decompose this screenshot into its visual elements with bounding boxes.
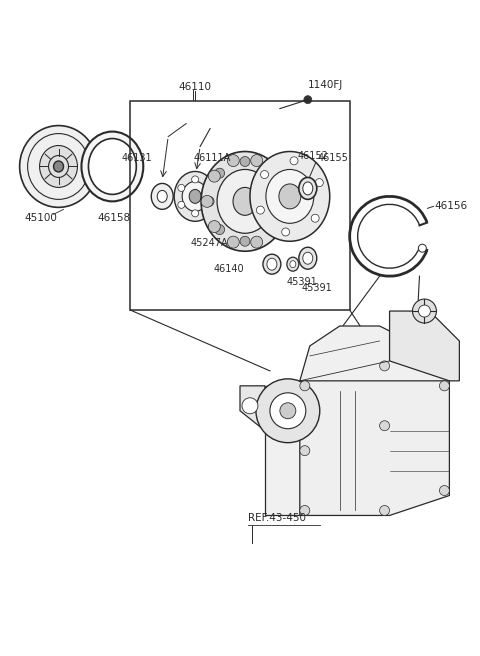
Ellipse shape [303,252,313,264]
Circle shape [256,379,320,443]
Circle shape [412,299,436,323]
Ellipse shape [287,257,299,271]
Circle shape [380,361,390,371]
Circle shape [265,168,276,178]
Circle shape [251,155,263,167]
Ellipse shape [54,161,63,172]
Circle shape [280,403,296,419]
Circle shape [192,176,199,183]
Circle shape [178,184,185,192]
Ellipse shape [290,260,296,268]
Circle shape [265,224,276,235]
Ellipse shape [174,171,216,221]
Polygon shape [265,386,300,516]
Text: 46155: 46155 [318,154,348,163]
Text: 46131: 46131 [121,154,152,163]
Ellipse shape [20,125,97,207]
Circle shape [439,485,449,495]
Circle shape [315,178,324,187]
Text: 1140FJ: 1140FJ [308,80,343,90]
Circle shape [240,157,250,167]
Polygon shape [300,326,449,381]
Circle shape [300,381,310,391]
Circle shape [208,170,220,182]
Ellipse shape [151,184,173,209]
Ellipse shape [263,255,281,274]
Text: 45100: 45100 [24,213,57,223]
Ellipse shape [201,152,289,251]
Text: 46111A: 46111A [193,154,230,163]
Circle shape [251,236,263,248]
Circle shape [439,381,449,391]
Ellipse shape [88,138,136,194]
Ellipse shape [299,177,317,199]
Circle shape [204,196,214,207]
Circle shape [256,206,264,214]
Text: 45391: 45391 [287,277,318,287]
Circle shape [208,220,220,232]
Text: 45247A: 45247A [190,238,228,248]
Circle shape [300,506,310,516]
Circle shape [290,157,298,165]
Circle shape [380,506,390,516]
Ellipse shape [217,169,273,234]
Circle shape [276,196,286,207]
Ellipse shape [182,182,208,211]
Circle shape [304,96,312,104]
Circle shape [270,393,306,429]
Ellipse shape [279,184,301,209]
Text: 46110: 46110 [179,82,212,92]
Circle shape [277,195,289,207]
Circle shape [270,220,282,232]
Ellipse shape [267,258,277,270]
Ellipse shape [250,152,330,241]
Circle shape [380,420,390,431]
Ellipse shape [39,146,77,188]
Ellipse shape [233,188,257,215]
Text: REF.43-450: REF.43-450 [248,514,306,523]
Circle shape [228,155,239,167]
Bar [130,100,350,310]
Circle shape [300,445,310,456]
Circle shape [205,184,213,192]
Ellipse shape [299,247,317,269]
Ellipse shape [266,169,314,223]
Ellipse shape [189,190,201,203]
Text: 46158: 46158 [98,213,131,223]
Circle shape [178,201,185,209]
Text: 45391: 45391 [302,283,333,293]
Ellipse shape [157,190,167,202]
Polygon shape [300,361,449,516]
Circle shape [205,201,213,209]
Circle shape [282,228,289,236]
Ellipse shape [82,132,144,201]
Circle shape [261,171,268,178]
Circle shape [419,305,431,317]
Circle shape [192,210,199,217]
Text: 46156: 46156 [434,201,468,211]
Text: 46140: 46140 [214,264,244,274]
Circle shape [201,195,213,207]
Circle shape [240,236,250,246]
Polygon shape [390,311,459,381]
Circle shape [270,170,282,182]
Circle shape [419,244,426,252]
Circle shape [311,215,319,222]
Polygon shape [240,386,265,431]
Text: 46152: 46152 [298,152,329,161]
Circle shape [242,398,258,414]
Circle shape [215,168,225,178]
Circle shape [215,224,225,235]
Ellipse shape [303,182,313,195]
Circle shape [228,236,239,248]
